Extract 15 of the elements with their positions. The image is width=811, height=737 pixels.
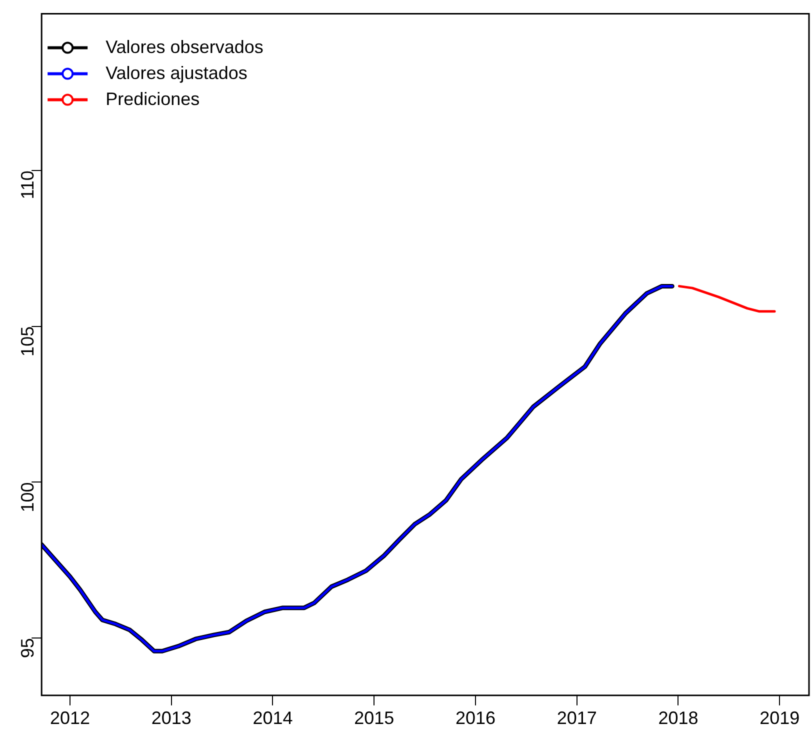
- x-tick-label: 2015: [354, 708, 394, 728]
- x-tick-label: 2016: [455, 708, 496, 728]
- x-tick-label: 2019: [760, 708, 800, 728]
- legend-label: Valores observados: [106, 36, 264, 57]
- x-tick-label: 2012: [50, 708, 90, 728]
- x-tick-label: 2017: [556, 708, 597, 728]
- y-tick-label: 100: [18, 482, 38, 512]
- y-tick-label: 110: [18, 170, 38, 200]
- y-tick-label: 105: [18, 326, 38, 356]
- x-tick-label: 2014: [252, 708, 293, 728]
- y-tick-label: 95: [18, 638, 38, 658]
- x-tick-label: 2013: [151, 708, 192, 728]
- legend-label: Prediciones: [106, 88, 200, 109]
- x-tick-label: 2018: [658, 708, 698, 728]
- legend-label: Valores ajustados: [106, 62, 248, 83]
